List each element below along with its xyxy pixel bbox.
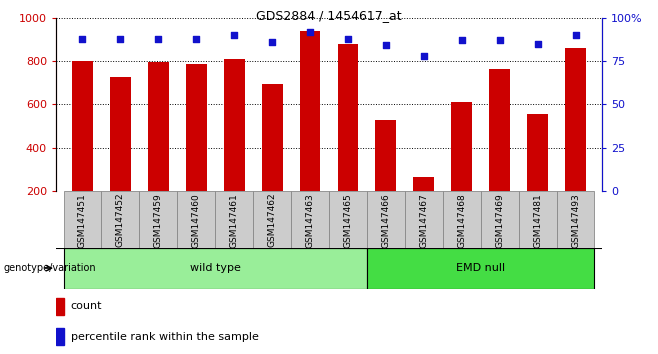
Bar — [367, 191, 405, 248]
Point — [494, 38, 505, 43]
Bar — [139, 191, 177, 248]
Bar — [367, 248, 594, 289]
Bar — [56, 328, 64, 345]
Text: GSM147459: GSM147459 — [154, 193, 163, 247]
Text: GSM147468: GSM147468 — [457, 193, 467, 247]
Text: GSM147465: GSM147465 — [343, 193, 353, 247]
Bar — [451, 102, 472, 191]
Bar — [490, 69, 510, 191]
Text: percentile rank within the sample: percentile rank within the sample — [71, 332, 259, 342]
Bar — [253, 191, 291, 248]
Text: GSM147460: GSM147460 — [191, 193, 201, 247]
Point — [380, 42, 391, 48]
Text: GSM147469: GSM147469 — [495, 193, 504, 247]
Bar — [215, 191, 253, 248]
Text: GSM147461: GSM147461 — [230, 193, 239, 247]
Point — [191, 36, 201, 41]
Bar — [262, 84, 282, 191]
Bar — [299, 31, 320, 191]
Bar — [148, 62, 168, 191]
Point — [418, 53, 429, 59]
Point — [115, 36, 126, 41]
Text: genotype/variation: genotype/variation — [3, 263, 96, 273]
Bar — [329, 191, 367, 248]
Text: EMD null: EMD null — [456, 263, 505, 273]
Bar — [527, 114, 548, 191]
Bar — [64, 248, 367, 289]
Bar — [405, 191, 443, 248]
Bar — [565, 48, 586, 191]
Text: GSM147493: GSM147493 — [571, 193, 580, 247]
Bar — [519, 191, 557, 248]
Bar — [481, 191, 519, 248]
Point — [457, 38, 467, 43]
Text: GDS2884 / 1454617_at: GDS2884 / 1454617_at — [256, 9, 402, 22]
Point — [305, 29, 315, 34]
Text: GSM147452: GSM147452 — [116, 193, 125, 247]
Text: GSM147466: GSM147466 — [382, 193, 390, 247]
Text: GSM147481: GSM147481 — [533, 193, 542, 247]
Bar — [224, 59, 245, 191]
Text: GSM147467: GSM147467 — [419, 193, 428, 247]
Bar — [177, 191, 215, 248]
Bar — [376, 120, 396, 191]
Point — [267, 39, 278, 45]
Bar — [186, 64, 207, 191]
Text: GSM147462: GSM147462 — [268, 193, 276, 247]
Text: GSM147463: GSM147463 — [305, 193, 315, 247]
Point — [343, 36, 353, 41]
Bar — [443, 191, 481, 248]
Bar — [291, 191, 329, 248]
Bar — [413, 177, 434, 191]
Bar — [338, 44, 359, 191]
Point — [77, 36, 88, 41]
Bar — [64, 191, 101, 248]
Bar — [101, 191, 139, 248]
Bar — [56, 298, 64, 315]
Point — [570, 32, 581, 38]
Point — [229, 32, 240, 38]
Point — [532, 41, 543, 46]
Bar — [72, 61, 93, 191]
Bar — [110, 77, 131, 191]
Text: wild type: wild type — [190, 263, 241, 273]
Bar — [557, 191, 594, 248]
Point — [153, 36, 164, 41]
Text: count: count — [71, 302, 102, 312]
Text: GSM147451: GSM147451 — [78, 193, 87, 247]
